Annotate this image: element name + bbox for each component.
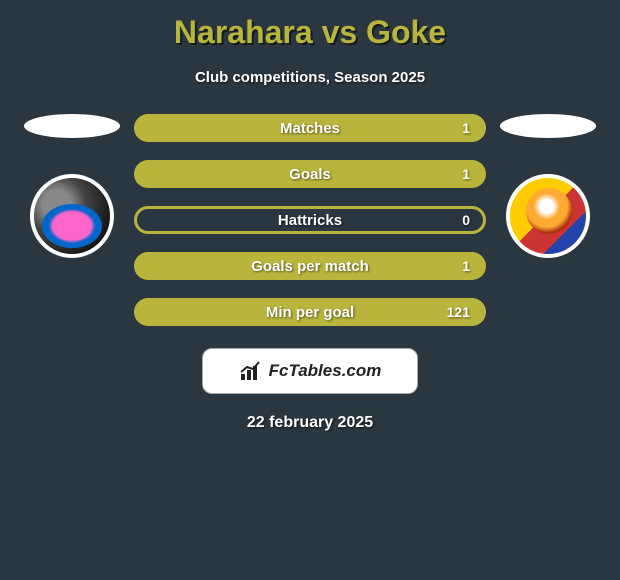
player-silhouette-right — [500, 114, 596, 138]
right-player-column — [498, 114, 598, 258]
date-text: 22 february 2025 — [0, 414, 620, 432]
brand-badge[interactable]: FcTables.com — [202, 348, 418, 394]
player-silhouette-left — [24, 114, 120, 138]
stat-label: Min per goal — [134, 304, 486, 321]
stat-value: 1 — [462, 120, 470, 136]
subtitle: Club competitions, Season 2025 — [0, 69, 620, 86]
stat-label: Goals per match — [134, 258, 486, 275]
stat-label: Hattricks — [134, 212, 486, 229]
brand-text: FcTables.com — [269, 361, 382, 381]
stat-bar: Matches1 — [134, 114, 486, 142]
stat-bar: Min per goal121 — [134, 298, 486, 326]
stat-value: 1 — [462, 258, 470, 274]
stat-value: 121 — [447, 304, 470, 320]
page-title: Narahara vs Goke — [0, 0, 620, 51]
stat-label: Matches — [134, 120, 486, 137]
stat-value: 0 — [462, 212, 470, 228]
stat-label: Goals — [134, 166, 486, 183]
team-logo-left[interactable] — [30, 174, 114, 258]
stats-bars: Matches1Goals1Hattricks0Goals per match1… — [134, 114, 486, 326]
stat-bar: Hattricks0 — [134, 206, 486, 234]
team-logo-right[interactable] — [506, 174, 590, 258]
stat-bar: Goals1 — [134, 160, 486, 188]
stat-value: 1 — [462, 166, 470, 182]
stat-bar: Goals per match1 — [134, 252, 486, 280]
bar-chart-icon — [239, 360, 263, 382]
main-content: Matches1Goals1Hattricks0Goals per match1… — [0, 114, 620, 326]
left-player-column — [22, 114, 122, 258]
